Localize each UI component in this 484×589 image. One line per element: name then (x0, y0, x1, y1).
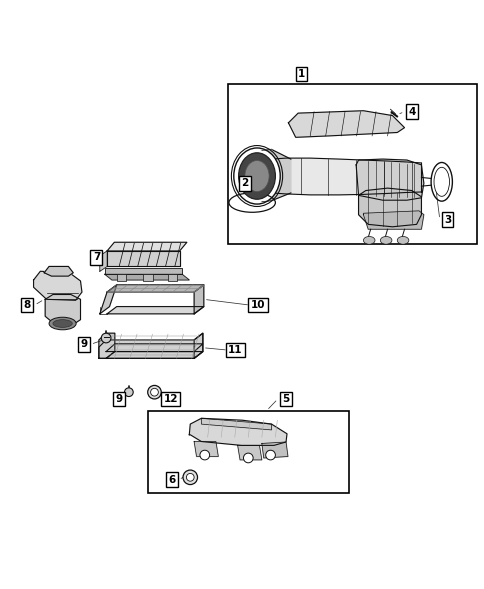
Polygon shape (99, 333, 202, 358)
Polygon shape (194, 285, 203, 314)
Polygon shape (189, 418, 287, 445)
Ellipse shape (265, 450, 275, 460)
Polygon shape (107, 251, 179, 266)
Polygon shape (107, 285, 203, 292)
Polygon shape (33, 272, 82, 300)
Ellipse shape (124, 388, 133, 396)
Polygon shape (237, 445, 261, 460)
Text: 12: 12 (163, 394, 178, 404)
Polygon shape (261, 442, 287, 458)
Polygon shape (271, 150, 290, 201)
Text: 4: 4 (407, 107, 415, 117)
Text: 11: 11 (227, 345, 242, 355)
Polygon shape (100, 285, 117, 314)
Text: 5: 5 (282, 394, 289, 404)
Ellipse shape (363, 236, 374, 244)
Text: 9: 9 (80, 339, 87, 349)
Polygon shape (107, 242, 186, 251)
Text: 10: 10 (250, 300, 265, 310)
Polygon shape (100, 251, 107, 272)
Ellipse shape (49, 317, 76, 330)
Ellipse shape (199, 450, 209, 460)
Ellipse shape (238, 153, 275, 199)
Polygon shape (105, 274, 189, 280)
Ellipse shape (186, 474, 194, 481)
Ellipse shape (379, 236, 391, 244)
Text: 2: 2 (241, 178, 248, 188)
Polygon shape (107, 307, 203, 314)
Ellipse shape (53, 320, 72, 327)
Polygon shape (194, 333, 202, 358)
Ellipse shape (233, 148, 280, 204)
Bar (148, 411, 348, 493)
Polygon shape (355, 159, 423, 200)
Polygon shape (271, 158, 421, 195)
Polygon shape (106, 344, 202, 352)
Ellipse shape (101, 333, 111, 343)
Bar (227, 84, 476, 244)
Polygon shape (288, 111, 404, 137)
Ellipse shape (148, 385, 161, 399)
Polygon shape (194, 442, 218, 456)
Polygon shape (363, 211, 423, 229)
Ellipse shape (396, 236, 408, 244)
Text: 9: 9 (115, 394, 122, 404)
Text: 7: 7 (92, 252, 100, 262)
Bar (167, 274, 177, 281)
Bar (105, 269, 182, 274)
Text: 3: 3 (443, 214, 450, 224)
Polygon shape (261, 150, 271, 201)
Polygon shape (44, 266, 73, 276)
Text: 1: 1 (297, 69, 304, 79)
Text: 6: 6 (168, 475, 176, 485)
Bar (143, 274, 153, 281)
Polygon shape (99, 333, 115, 358)
Ellipse shape (244, 161, 269, 191)
Text: 8: 8 (24, 300, 31, 310)
Bar (117, 274, 126, 281)
Polygon shape (106, 352, 202, 358)
Polygon shape (358, 188, 421, 227)
Ellipse shape (433, 167, 449, 196)
Polygon shape (45, 294, 80, 325)
Ellipse shape (243, 453, 253, 463)
Ellipse shape (182, 470, 197, 485)
Ellipse shape (151, 388, 158, 396)
Polygon shape (201, 418, 271, 430)
